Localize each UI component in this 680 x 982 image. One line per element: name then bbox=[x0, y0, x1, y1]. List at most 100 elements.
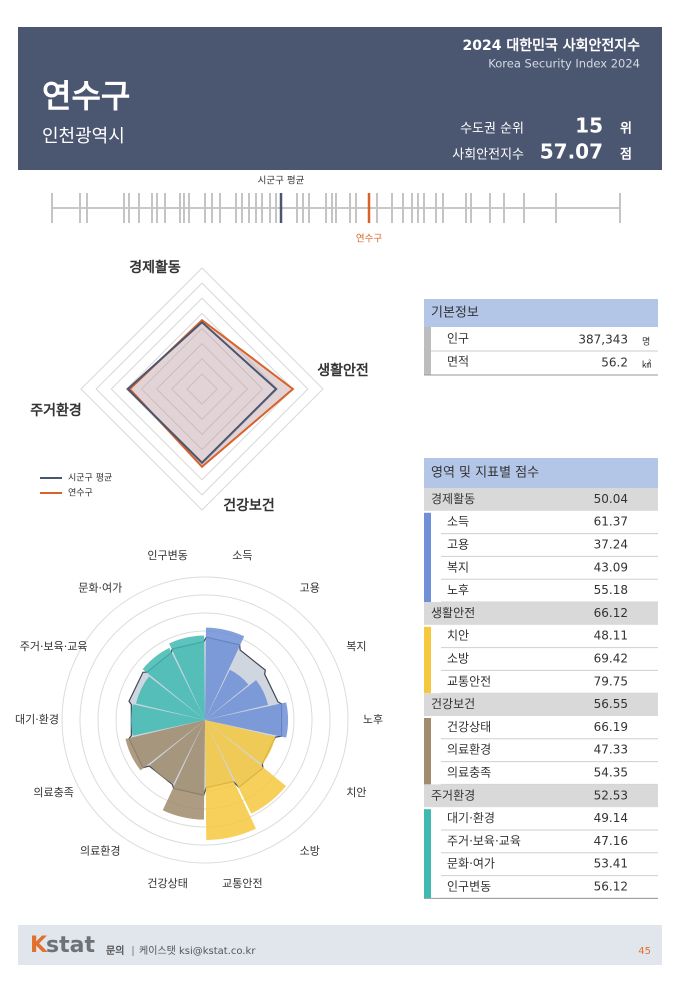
polar-wedge bbox=[205, 720, 256, 841]
info-unit: 명 bbox=[642, 337, 650, 348]
rank-value: 15 bbox=[575, 114, 603, 138]
report-title: 2024 대한민국 사회안전지수 bbox=[462, 37, 640, 54]
item-score: 47.16 bbox=[594, 834, 628, 848]
polar-label: 소득 bbox=[232, 549, 252, 562]
polar-wedge bbox=[149, 720, 205, 784]
item-score: 49.14 bbox=[594, 811, 628, 825]
basic-info-box: 기본정보 인구 387,343 명 면적 56.2 ㎢ bbox=[424, 299, 658, 376]
item-name: 의료환경 bbox=[447, 743, 491, 757]
polar-label: 건강상태 bbox=[147, 877, 187, 890]
item-name: 노후 bbox=[447, 583, 469, 597]
radar-axis-label: 건강보건 bbox=[223, 497, 275, 514]
polar-wedge bbox=[131, 704, 205, 736]
info-unit: ㎢ bbox=[642, 360, 651, 371]
rank-unit: 위 bbox=[620, 122, 632, 137]
score-table: 영역 및 지표별 점수 경제활동 50.04 소득 61.37 고용 37.24 복지 43.… bbox=[424, 458, 658, 899]
basic-info-title: 기본정보 bbox=[431, 306, 479, 321]
polar-label: 대기·환경 bbox=[15, 713, 59, 726]
header-band bbox=[18, 27, 662, 170]
radar-grid bbox=[125, 312, 279, 466]
polar-wedge bbox=[142, 647, 205, 720]
footer-band bbox=[18, 925, 662, 965]
group-bar bbox=[424, 626, 431, 694]
logo-rest: stat bbox=[46, 933, 95, 958]
polar-grid bbox=[61, 576, 349, 864]
polar-label: 소방 bbox=[300, 844, 320, 857]
polar-grid bbox=[79, 594, 331, 846]
polar-grid bbox=[115, 630, 295, 810]
group-bar bbox=[424, 809, 431, 899]
item-name: 소득 bbox=[447, 515, 469, 529]
info-label: 인구 bbox=[447, 332, 469, 346]
polar-wedge bbox=[162, 720, 205, 820]
polar-wedge bbox=[169, 635, 205, 720]
radar-axis-label: 경제활동 bbox=[129, 259, 181, 276]
page-number: 45 bbox=[638, 946, 651, 957]
score-unit: 점 bbox=[620, 148, 632, 163]
item-score: 55.18 bbox=[594, 583, 628, 597]
item-score: 66.19 bbox=[594, 720, 628, 734]
info-label: 면적 bbox=[447, 355, 469, 369]
radar-series bbox=[126, 320, 278, 465]
item-name: 주거·보육·교육 bbox=[447, 834, 521, 848]
polar-label: 교통안전 bbox=[222, 877, 262, 890]
polar-wedge bbox=[205, 680, 269, 720]
item-name: 고용 bbox=[447, 538, 469, 552]
item-score: 79.75 bbox=[594, 674, 628, 688]
polar-label: 인구변동 bbox=[147, 549, 187, 562]
item-score: 56.12 bbox=[594, 880, 628, 894]
radar-grid bbox=[95, 282, 309, 496]
group-score: 52.53 bbox=[594, 788, 628, 802]
item-name: 복지 bbox=[447, 560, 469, 574]
basic-info-bar bbox=[424, 327, 431, 375]
polar-wedge bbox=[205, 720, 287, 814]
group-name: 경제활동 bbox=[431, 492, 475, 506]
polar-label: 의료충족 bbox=[33, 786, 73, 799]
item-name: 치안 bbox=[447, 629, 469, 643]
score-label: 사회안전지수 bbox=[452, 148, 524, 163]
footer: K stat 문의 케이스탯 ksi@kstat.co.kr 45 bbox=[18, 925, 662, 965]
polar-wedge bbox=[205, 627, 245, 720]
info-value: 56.2 bbox=[601, 356, 628, 370]
polar-label: 복지 bbox=[346, 640, 366, 653]
group-row bbox=[424, 784, 658, 808]
polar-wedge bbox=[205, 720, 276, 765]
polar-wedge bbox=[135, 676, 205, 720]
score-table-title: 영역 및 지표별 점수 bbox=[431, 466, 539, 481]
contact-label: 문의 bbox=[106, 944, 124, 957]
radar-grid bbox=[186, 373, 218, 405]
logo-k: K bbox=[30, 933, 48, 958]
item-score: 47.33 bbox=[594, 743, 628, 757]
item-score: 48.11 bbox=[594, 629, 628, 643]
item-score: 69.42 bbox=[594, 652, 628, 666]
group-score: 56.55 bbox=[594, 697, 628, 711]
item-name: 의료충족 bbox=[447, 766, 491, 780]
average-label: 시군구 평균 bbox=[258, 176, 305, 187]
item-name: 문화·여가 bbox=[447, 857, 495, 871]
polar-label: 주거·보육·교육 bbox=[20, 640, 88, 653]
item-name: 대기·환경 bbox=[447, 811, 495, 825]
rank-label: 수도권 순위 bbox=[460, 122, 524, 137]
polar-wedge bbox=[205, 669, 249, 720]
item-score: 43.09 bbox=[594, 560, 628, 574]
group-score: 66.12 bbox=[594, 606, 628, 620]
district-name: 연수구 bbox=[42, 77, 130, 115]
item-score: 53.41 bbox=[594, 857, 628, 871]
polar-grid bbox=[97, 612, 313, 828]
radar-grid bbox=[110, 297, 294, 481]
report-subtitle: Korea Security Index 2024 bbox=[488, 57, 640, 71]
radar-grid bbox=[171, 358, 233, 420]
radar-axis-label: 생활안전 bbox=[317, 362, 369, 379]
item-score: 54.35 bbox=[594, 766, 628, 780]
item-name: 교통안전 bbox=[447, 674, 491, 688]
radar-grid bbox=[140, 327, 264, 451]
polar-wedge bbox=[125, 720, 205, 771]
legend-label: 시군구 평균 bbox=[68, 473, 112, 484]
province-name: 인천광역시 bbox=[42, 126, 125, 147]
item-name: 인구변동 bbox=[447, 880, 491, 894]
group-bar bbox=[424, 512, 431, 602]
